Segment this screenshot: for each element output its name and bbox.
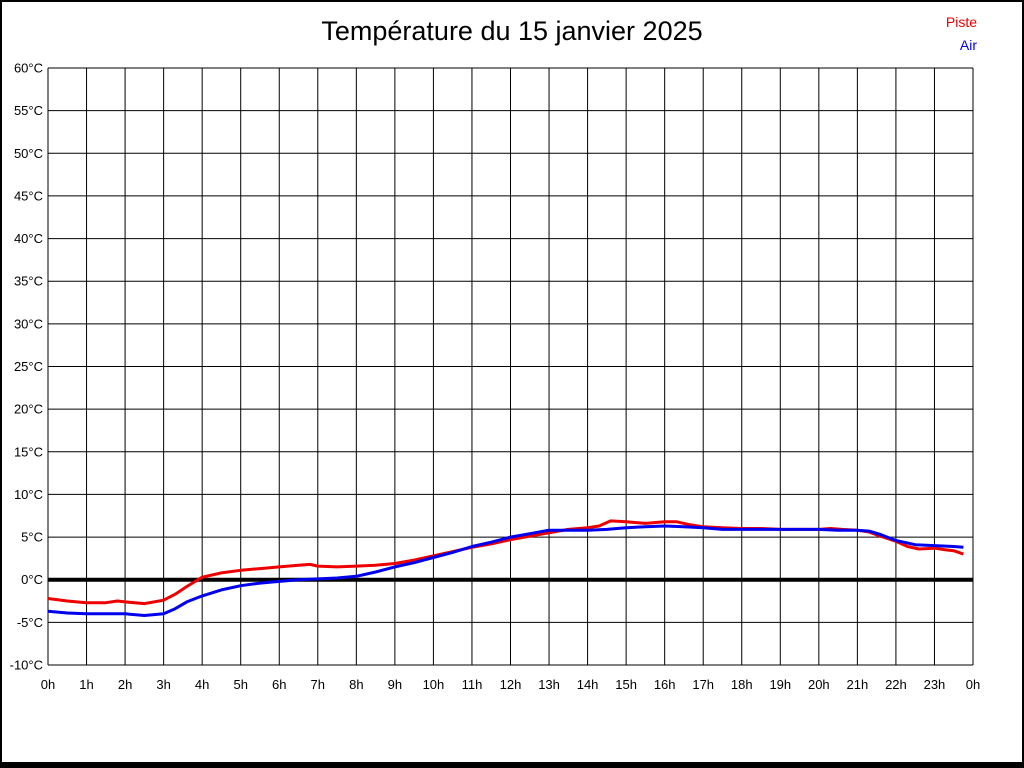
x-tick-label: 20h [808, 677, 830, 692]
x-tick-label: 5h [233, 677, 247, 692]
y-tick-label: -10°C [10, 658, 43, 673]
x-tick-label: 14h [577, 677, 599, 692]
y-tick-label: -5°C [17, 615, 43, 630]
y-tick-label: 15°C [14, 444, 43, 459]
chart-legend: Piste Air [946, 11, 977, 57]
y-tick-label: 0°C [21, 572, 43, 587]
x-tick-label: 7h [311, 677, 325, 692]
x-tick-label: 4h [195, 677, 209, 692]
x-tick-label: 0h [41, 677, 55, 692]
series-line-piste [47, 519, 964, 606]
x-tick-label: 6h [272, 677, 286, 692]
y-tick-label: 55°C [14, 103, 43, 118]
x-tick-label: 3h [156, 677, 170, 692]
legend-entry-piste: Piste [945, 14, 977, 30]
y-tick-label: 30°C [14, 316, 43, 331]
x-tick-label: 11h [462, 677, 483, 692]
y-tick-label: 10°C [14, 487, 43, 502]
y-tick-label: 5°C [21, 530, 43, 545]
x-tick-label: 19h [769, 677, 791, 692]
x-tick-label: 22h [885, 677, 907, 692]
x-tick-label: 8h [349, 677, 363, 692]
series-line-air [47, 524, 964, 617]
x-tick-label: 16h [654, 677, 676, 692]
x-tick-label: 21h [847, 677, 869, 692]
x-tick-label: 12h [500, 677, 522, 692]
legend-entry-air: Air [959, 37, 977, 53]
x-tick-label: 10h [423, 677, 445, 692]
y-tick-label: 25°C [14, 359, 43, 374]
y-tick-label: 50°C [14, 146, 43, 161]
x-tick-label: 13h [538, 677, 560, 692]
y-tick-label: 40°C [14, 231, 43, 246]
y-tick-label: 45°C [14, 188, 43, 203]
page-border-bottom [0, 762, 1024, 768]
y-tick-label: 60°C [14, 61, 43, 76]
x-tick-label: 0h [966, 677, 980, 692]
x-tick-label: 1h [79, 677, 93, 692]
x-tick-label: 15h [615, 677, 637, 692]
x-tick-label: 2h [118, 677, 132, 692]
y-tick-label: 20°C [14, 402, 43, 417]
y-tick-label: 35°C [14, 274, 43, 289]
x-tick-label: 9h [388, 677, 402, 692]
chart-title: Température du 15 janvier 2025 [321, 16, 703, 46]
x-tick-label: 18h [731, 677, 753, 692]
x-tick-label: 17h [692, 677, 714, 692]
x-tick-label: 23h [924, 677, 946, 692]
